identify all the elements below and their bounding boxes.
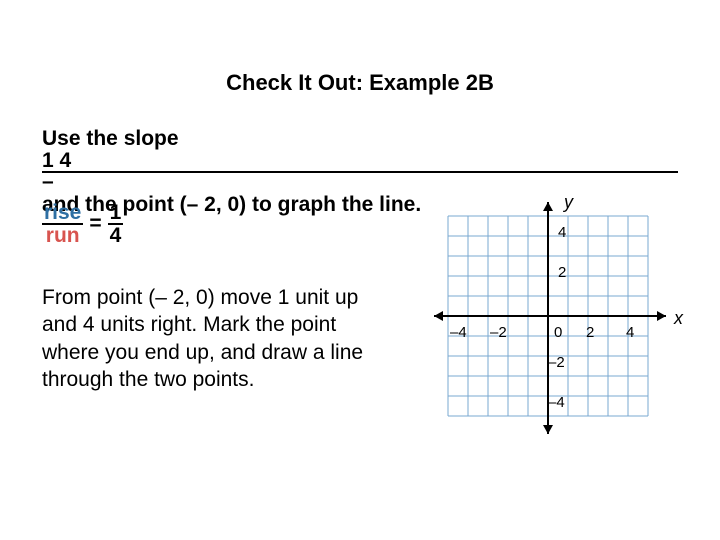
coordinate-graph: y x 4 2 0 –2 –4 –4 –2 2 4	[418, 196, 678, 456]
slope-value-fraction: 1 4	[108, 202, 124, 246]
rise-run-fraction: rise run	[42, 202, 83, 246]
slope-numerator: 1	[108, 202, 124, 225]
tick-x-neg4: –4	[450, 324, 467, 341]
run-label: run	[42, 225, 83, 246]
y-axis-label: y	[564, 192, 573, 213]
tick-y-neg2: –2	[548, 354, 565, 371]
prompt-pre: Use the slope	[42, 127, 179, 150]
tick-x-pos4: 4	[626, 324, 634, 341]
rise-label: rise	[42, 202, 83, 225]
tick-y-pos4: 4	[558, 224, 566, 241]
prompt-frac-top: 1 4	[42, 152, 678, 173]
tick-y-neg4: –4	[548, 394, 565, 411]
tick-y-pos2: 2	[558, 264, 566, 281]
slope-denominator: 4	[108, 225, 124, 246]
tick-x-pos2: 2	[586, 324, 594, 341]
prompt-fraction: 1 4–	[42, 152, 678, 192]
rise-over-run: rise run = 1 4	[42, 202, 123, 246]
tick-origin: 0	[554, 324, 562, 341]
equals-sign: =	[83, 212, 107, 236]
tick-x-neg2: –2	[490, 324, 507, 341]
page-title: Check It Out: Example 2B	[0, 70, 720, 96]
prompt-frac-bot: –	[42, 173, 678, 192]
x-axis-label: x	[674, 308, 683, 329]
explanation-text: From point (– 2, 0) move 1 unit up and 4…	[42, 284, 382, 393]
